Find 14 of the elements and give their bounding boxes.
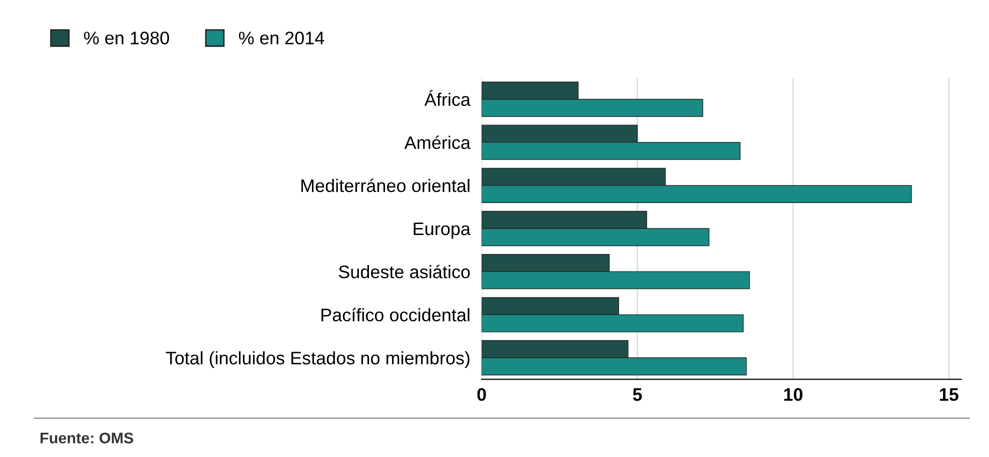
y-tick-label: Europa bbox=[414, 222, 471, 239]
y-tick-label: América bbox=[404, 136, 471, 150]
y-tick-label: Total (incluidos Estados no miembros) bbox=[166, 351, 470, 368]
x-tick-label: 0 bbox=[477, 388, 486, 401]
y-tick-label: Sudeste asiático bbox=[338, 264, 470, 278]
x-tick-label: 15 bbox=[940, 388, 958, 401]
source-note: Fuente: OMS bbox=[40, 432, 134, 444]
y-tick-label: Pacífico occidental bbox=[321, 308, 470, 322]
x-tick-label: 5 bbox=[632, 388, 642, 401]
legend-label: % en 2014 bbox=[238, 32, 324, 44]
y-tick-label: Mediterráneo oriental bbox=[301, 178, 470, 192]
legend-label: % en 1980 bbox=[84, 32, 169, 44]
x-tick-label: 10 bbox=[784, 388, 802, 401]
y-tick-label: África bbox=[424, 90, 471, 106]
